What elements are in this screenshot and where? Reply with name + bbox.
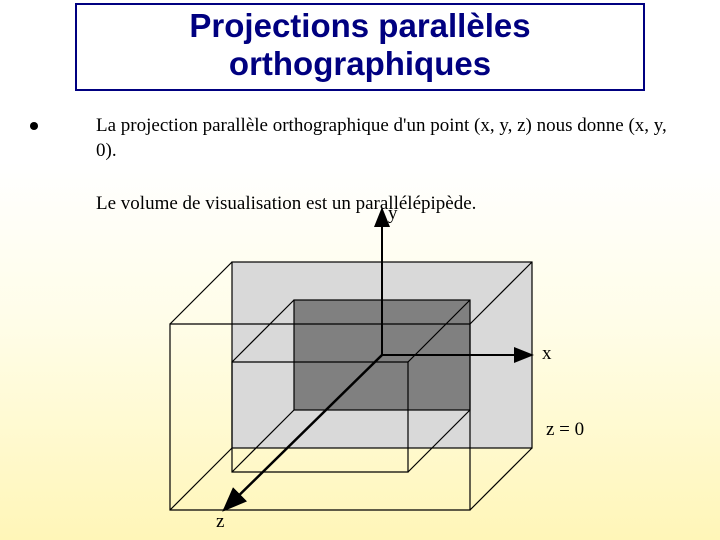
x-axis-label: x [542, 343, 552, 365]
y-axis-label: y [388, 203, 398, 225]
title-line-2: orthographiques [85, 45, 635, 83]
z-axis-label: z [216, 511, 224, 533]
bullet-dot [30, 122, 38, 130]
title-box: Projections parallèles orthographiques [75, 3, 645, 91]
bullet-text: La projection parallèle orthographique d… [96, 114, 686, 163]
projection-diagram: y x z = 0 z [130, 207, 590, 527]
diagram-svg [130, 207, 590, 527]
title-line-1: Projections parallèles [85, 7, 635, 45]
z-plane-label: z = 0 [546, 419, 584, 441]
